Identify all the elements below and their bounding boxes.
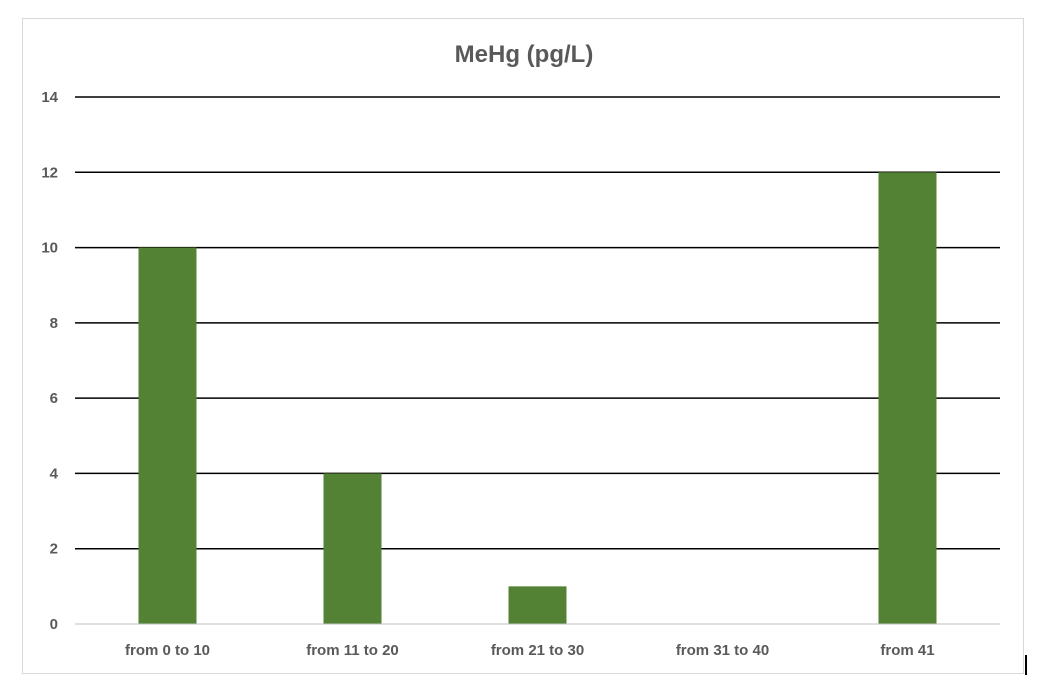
x-tick-label: from 21 to 30 bbox=[491, 642, 584, 659]
stray-mark bbox=[1025, 655, 1027, 675]
bar bbox=[508, 586, 567, 624]
x-axis-tick-labels: from 0 to 10 from 11 to 20 from 21 to 30 fr… bbox=[125, 642, 935, 659]
y-tick-label: 10 bbox=[41, 240, 58, 257]
y-axis-tick-labels: 0 2 4 6 8 10 12 14 bbox=[41, 89, 58, 633]
gridlines bbox=[75, 96, 1000, 550]
y-tick-label: 14 bbox=[41, 89, 58, 106]
bar bbox=[138, 247, 197, 625]
bar bbox=[878, 172, 937, 625]
chart-title: MeHg (pg/L) bbox=[455, 41, 594, 68]
x-tick-label: from 41 bbox=[880, 642, 934, 659]
x-tick-label: from 11 to 20 bbox=[306, 642, 399, 659]
x-tick-label: from 31 to 40 bbox=[676, 642, 769, 659]
x-tick-label: from 0 to 10 bbox=[125, 642, 210, 659]
y-tick-label: 0 bbox=[50, 616, 58, 633]
y-tick-label: 6 bbox=[50, 390, 58, 407]
y-tick-label: 12 bbox=[41, 164, 58, 181]
bars bbox=[138, 172, 937, 625]
y-tick-label: 4 bbox=[50, 465, 59, 482]
y-tick-label: 2 bbox=[50, 541, 58, 558]
y-tick-label: 8 bbox=[50, 315, 58, 332]
bar bbox=[323, 473, 382, 624]
